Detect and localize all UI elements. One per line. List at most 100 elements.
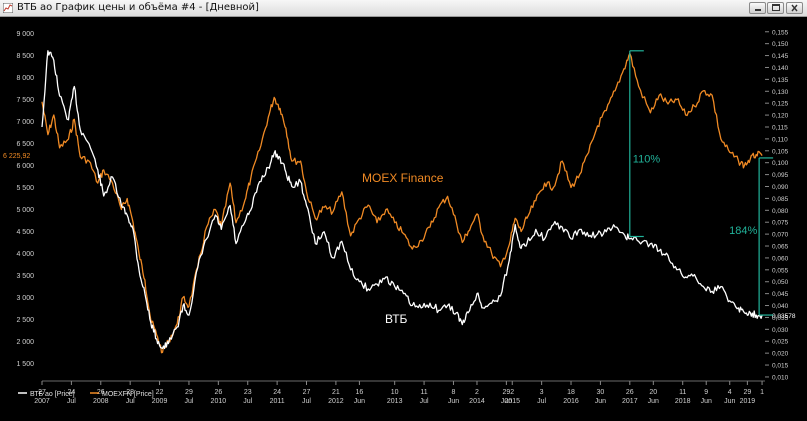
x-tick-period-label: Jul [184, 398, 193, 405]
right-tick-label: 0,135 [772, 77, 789, 84]
left-tick-label: 6 000 [16, 163, 34, 170]
x-tick-day-label: 24 [67, 389, 75, 396]
x-tick-period-label: Jul [67, 398, 76, 405]
x-tick-period-label: 2011 [270, 398, 285, 405]
right-y-axis: 0,155 0,150 0,145 0,140 0,135 0,130 0,125 0,120… [765, 29, 796, 381]
right-tick-label: 0,110 [772, 136, 788, 143]
right-tick-label: 0,145 [772, 53, 789, 60]
left-tick-label: 5 000 [16, 207, 34, 214]
x-tick-period-label: Jul [302, 398, 311, 405]
right-tick-label: 0,125 [772, 101, 789, 108]
x-tick-period-label: 2007 [34, 398, 50, 405]
right-tick-label: 0,030 [772, 327, 789, 334]
right-tick-label: 0,020 [772, 351, 789, 358]
x-tick-day-label: 24 [273, 389, 281, 396]
x-tick-day-label: 28 [126, 389, 134, 396]
moex-price-line [41, 52, 763, 354]
x-tick-day-label: 4 [728, 389, 732, 396]
left-tick-label: 7 500 [16, 97, 34, 104]
x-tick-period-label: 2013 [387, 398, 403, 405]
right-tick-label: 0,035 [772, 315, 789, 322]
right-tick-label: 0,105 [772, 148, 789, 155]
left-tick-label: 4 500 [16, 229, 34, 236]
right-last-value-label: 0,03578 [772, 313, 796, 320]
minimize-button[interactable] [749, 2, 766, 14]
x-tick-day-label: 27 [38, 389, 46, 396]
right-tick-label: 0,050 [772, 279, 789, 286]
right-tick-label: 0,150 [772, 41, 789, 48]
x-tick-period-label: 2015 [504, 398, 520, 405]
right-tick-label: 0,010 [772, 374, 789, 381]
vtb-series-label: ВТБ [385, 312, 408, 326]
left-tick-label: 1 500 [16, 361, 34, 368]
x-tick-period-label: 2019 [740, 398, 756, 405]
x-tick-period-label: 2018 [675, 398, 691, 405]
right-tick-label: 0,055 [772, 267, 789, 274]
x-tick-period-label: Jul [420, 398, 429, 405]
moex-series-label: MOEX Finance [362, 171, 444, 185]
right-tick-label: 0,100 [772, 160, 789, 167]
x-tick-day-label: 26 [626, 389, 634, 396]
close-icon [791, 4, 798, 12]
left-tick-label: 9 000 [16, 31, 34, 38]
x-tick-period-label: Jul [126, 398, 135, 405]
window-title: ВТБ ао График цены и объёма #4 - [Дневно… [17, 2, 259, 13]
chart-app-icon [3, 3, 13, 13]
left-tick-label: 4 000 [16, 251, 34, 258]
right-tick-label: 0,085 [772, 196, 789, 203]
left-last-value-label: 6 225,92 [3, 153, 30, 160]
x-tick-day-label: 16 [356, 389, 364, 396]
annotation-layer: 110% 184% [629, 50, 774, 316]
left-tick-label: 2 000 [16, 339, 34, 346]
left-tick-label: 3 500 [16, 273, 34, 280]
right-tick-label: 0,025 [772, 339, 789, 346]
x-tick-period-label: 2010 [211, 398, 227, 405]
x-tick-day-label: 29 [743, 389, 751, 396]
left-tick-label: 7 000 [16, 119, 34, 126]
x-tick-period-label: Jun [701, 398, 712, 405]
left-tick-label: 2 500 [16, 317, 34, 324]
x-tick-day-label: 1 [760, 389, 764, 396]
left-tick-label: 8 500 [16, 53, 34, 60]
left-tick-label: 8 000 [16, 75, 34, 82]
x-tick-period-label: Jun [648, 398, 659, 405]
right-tick-label: 0,015 [772, 363, 789, 370]
price-chart[interactable]: 9 000 8 500 8 000 7 500 7 000 6 500 6 000 5 500… [0, 17, 807, 421]
x-tick-day-label: 21 [332, 389, 340, 396]
x-tick-period-label: Jun [501, 398, 512, 405]
x-tick-period-label: 2017 [622, 398, 638, 405]
x-tick-day-label: 2 [510, 389, 514, 396]
right-tick-label: 0,140 [772, 65, 789, 72]
right-tick-label: 0,115 [772, 124, 788, 131]
left-tick-label: 6 500 [16, 141, 34, 148]
left-tick-label: 5 500 [16, 185, 34, 192]
x-tick-day-label: 23 [244, 389, 252, 396]
x-tick-period-label: Jun [354, 398, 365, 405]
x-tick-period-label: Jun [724, 398, 735, 405]
x-axis: 27200724Jul26200828Jul22200929Jul2620102… [34, 381, 764, 405]
x-tick-day-label: 10 [391, 389, 399, 396]
growth-percent-label: 184% [729, 225, 757, 237]
close-button[interactable] [786, 2, 803, 14]
minimize-icon [755, 9, 761, 11]
x-tick-day-label: 9 [704, 389, 708, 396]
right-tick-label: 0,095 [772, 172, 789, 179]
growth-percent-label: 110% [633, 154, 661, 166]
x-tick-day-label: 20 [649, 389, 657, 396]
right-tick-label: 0,075 [772, 220, 789, 227]
x-tick-period-label: Jul [243, 398, 252, 405]
x-tick-day-label: 26 [97, 389, 105, 396]
x-tick-period-label: 2009 [152, 398, 168, 405]
series-layer [41, 50, 763, 354]
left-tick-label: 3 000 [16, 295, 34, 302]
right-tick-label: 0,045 [772, 291, 789, 298]
maximize-button[interactable] [767, 2, 784, 14]
x-tick-period-label: 2014 [469, 398, 485, 405]
x-tick-period-label: 2008 [93, 398, 109, 405]
x-tick-day-label: 27 [303, 389, 311, 396]
legend-entry-vtb: ВТБ ао [Price] [30, 391, 75, 398]
right-tick-label: 0,090 [772, 184, 789, 191]
x-tick-day-label: 11 [679, 389, 686, 396]
x-tick-day-label: 29 [185, 389, 193, 396]
vtb-price-line [41, 50, 763, 350]
